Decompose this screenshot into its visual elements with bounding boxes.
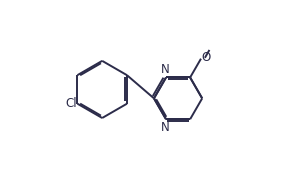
Text: N: N — [161, 63, 170, 76]
Text: O: O — [202, 51, 211, 64]
Text: Cl: Cl — [65, 97, 77, 110]
Text: N: N — [161, 121, 170, 134]
